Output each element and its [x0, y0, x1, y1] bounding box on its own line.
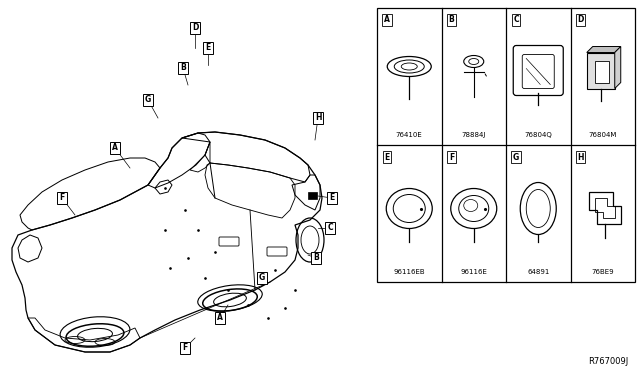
Text: G: G [513, 153, 519, 161]
Text: E: E [330, 193, 335, 202]
Text: A: A [384, 16, 390, 25]
Text: 96116EB: 96116EB [394, 269, 425, 275]
Text: F: F [182, 343, 188, 353]
Text: G: G [145, 96, 151, 105]
Text: B: B [449, 16, 454, 25]
Text: E: E [205, 44, 211, 52]
Text: R767009J: R767009J [588, 357, 628, 366]
Text: 96116E: 96116E [460, 269, 487, 275]
Text: F: F [449, 153, 454, 161]
Polygon shape [587, 46, 621, 52]
Text: D: D [192, 23, 198, 32]
Text: F: F [60, 193, 65, 202]
Text: 64891: 64891 [527, 269, 549, 275]
Polygon shape [615, 46, 621, 89]
Text: C: C [327, 224, 333, 232]
Text: 76BE9: 76BE9 [591, 269, 614, 275]
Bar [587, 52, 615, 89]
Text: B: B [313, 253, 319, 263]
Text: A: A [217, 314, 223, 323]
Text: 76804M: 76804M [589, 132, 617, 138]
Bar [377, 8, 635, 282]
Text: A: A [112, 144, 118, 153]
Text: 76410E: 76410E [396, 132, 422, 138]
Text: 76804Q: 76804Q [524, 132, 552, 138]
Text: G: G [259, 273, 265, 282]
Text: E: E [385, 153, 390, 161]
FancyArrowPatch shape [485, 74, 486, 76]
Text: C: C [513, 16, 519, 25]
Text: 78884J: 78884J [461, 132, 486, 138]
Bar [308, 192, 317, 199]
Bar [595, 61, 609, 83]
Text: H: H [577, 153, 584, 161]
Text: B: B [180, 64, 186, 73]
Text: H: H [315, 113, 321, 122]
Text: D: D [577, 16, 584, 25]
